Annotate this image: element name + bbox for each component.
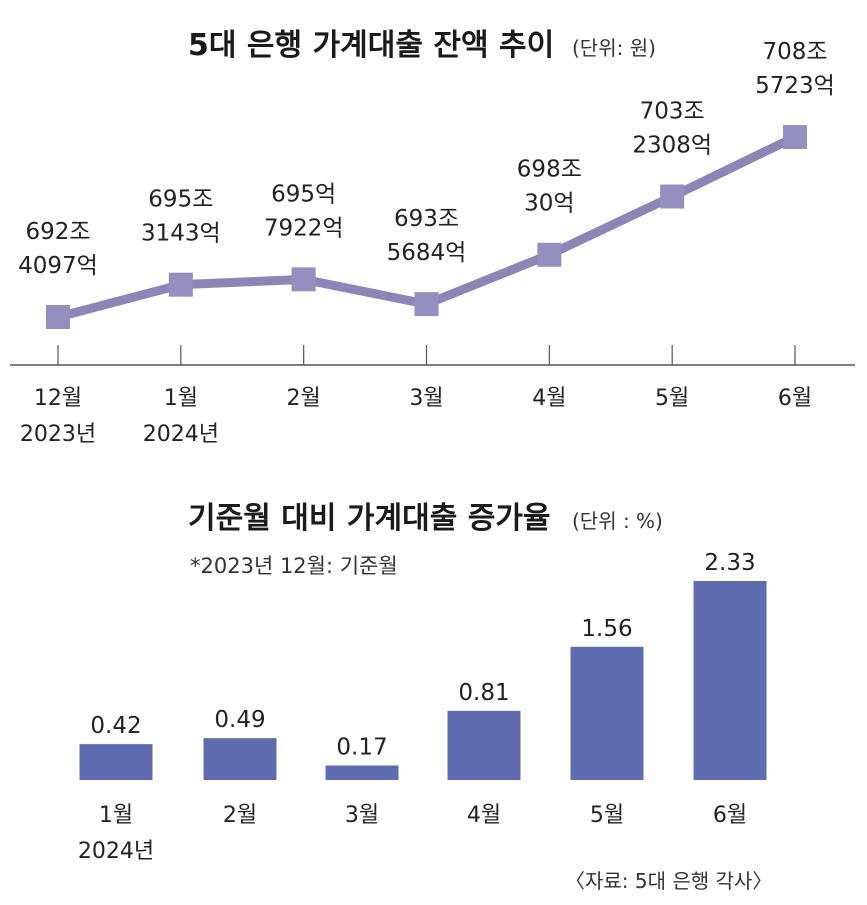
- bar-x-tick-label: 4월: [467, 803, 501, 828]
- bar-series: [79, 581, 767, 780]
- line-data-label: 698조: [517, 157, 582, 183]
- line-x-tick-label: 12월: [34, 386, 82, 411]
- line-x-tick-label: 1월: [164, 386, 198, 411]
- line-chart-unit: (단위: 원): [572, 36, 656, 60]
- line-data-label: 695억: [271, 181, 336, 207]
- bar-x-tick-label: 6월: [713, 803, 747, 828]
- bar-data-label: 1.56: [581, 616, 632, 642]
- bar-data-label: 0.81: [458, 680, 509, 706]
- line-chart-ticks: [57, 345, 796, 365]
- bar-chart-title: 기준월 대비 가계대출 증가율: [188, 501, 551, 536]
- line-data-label: 3143억: [141, 221, 221, 247]
- bar-x-tick-label: 2024년: [78, 839, 154, 864]
- line-data-labels: 692조 4097억 695조 3143억 695억 7922억 693조 5684억 698조…: [18, 39, 835, 279]
- line-point-marker: [537, 242, 562, 267]
- line-data-label: 693조: [394, 206, 459, 232]
- line-point-marker: [46, 305, 70, 330]
- line-point-marker: [168, 272, 193, 297]
- line-chart-title: 5대 은행 가계대출 잔액 추이: [188, 28, 554, 63]
- line-markers: [46, 125, 807, 330]
- bar: [325, 765, 399, 780]
- bar-chart-note: *2023년 12월: 기준월: [190, 554, 398, 578]
- bar-x-tick-labels: 1월 2024년 2월 3월 4월 5월 6월: [78, 803, 747, 864]
- line-x-tick-label: 4월: [532, 386, 566, 411]
- bar-x-tick-label: 3월: [345, 803, 379, 828]
- line-data-label: 695조: [148, 187, 213, 213]
- bar: [693, 581, 767, 780]
- bar-data-label: 0.42: [90, 713, 141, 739]
- source-note: 〈자료: 5대 은행 각사〉: [565, 869, 772, 893]
- bar-data-label: 0.17: [336, 734, 387, 760]
- line-data-label: 4097억: [18, 253, 98, 279]
- bar: [203, 738, 277, 780]
- bar-data-label: 2.33: [704, 550, 755, 576]
- line-data-label: 708조: [762, 39, 827, 65]
- bar-x-tick-label: 5월: [590, 803, 624, 828]
- bar: [79, 744, 153, 780]
- line-point-marker: [291, 267, 316, 292]
- line-x-tick-label: 3월: [409, 386, 443, 411]
- bar: [570, 646, 644, 780]
- line-data-label: 703조: [640, 99, 705, 125]
- bar-x-tick-label: 1월: [99, 803, 133, 828]
- bar: [447, 710, 521, 780]
- bar-data-labels: 0.42 0.49 0.17 0.81 1.56 2.33: [90, 550, 755, 760]
- line-x-tick-label: 2월: [287, 386, 321, 411]
- line-data-label: 7922억: [264, 215, 344, 241]
- bar-chart-unit: (단위 : %): [572, 509, 663, 533]
- line-point-marker: [783, 125, 807, 150]
- line-x-tick-label: 6월: [778, 386, 812, 411]
- bar-x-tick-label: 2월: [223, 803, 257, 828]
- line-data-label: 692조: [25, 219, 90, 245]
- line-x-tick-label: 2024년: [143, 422, 219, 447]
- line-chart: 5대 은행 가계대출 잔액 추이 (단위: 원) 692조 4097억 695조 31…: [10, 28, 855, 447]
- line-data-label: 2308억: [632, 133, 712, 159]
- bar-chart: 기준월 대비 가계대출 증가율 (단위 : %) *2023년 12월: 기준월…: [78, 501, 767, 864]
- line-data-label: 30억: [524, 191, 574, 217]
- line-data-label: 5723억: [755, 73, 835, 99]
- line-x-tick-label: 5월: [655, 386, 689, 411]
- line-x-tick-label: 2023년: [20, 422, 96, 447]
- line-x-tick-labels: 12월 2023년 1월 2024년 2월 3월 4월 5월 6월: [20, 386, 812, 447]
- line-point-marker: [414, 292, 439, 317]
- line-data-label: 5684억: [387, 240, 467, 266]
- line-point-marker: [660, 184, 685, 209]
- bar-data-label: 0.49: [214, 707, 265, 733]
